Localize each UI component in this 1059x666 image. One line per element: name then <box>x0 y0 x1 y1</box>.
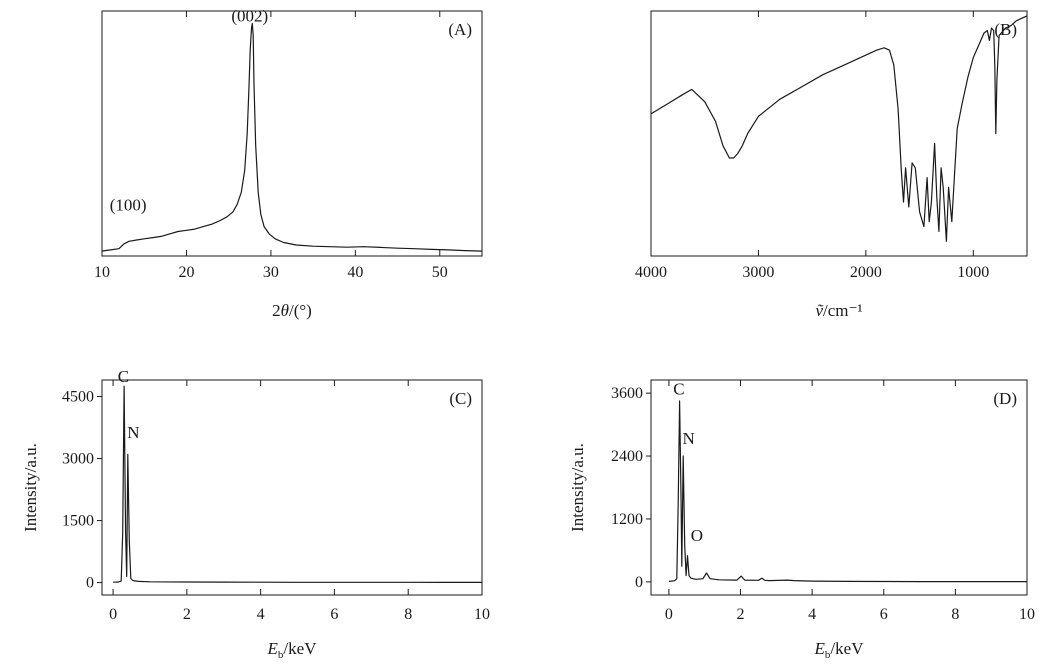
peak-annotation: (002) <box>231 7 268 26</box>
peak-annotation: N <box>127 423 139 442</box>
series-line <box>101 22 483 252</box>
chart-panel-b: 4000 3000 2000 1000 (B) ṽ/cm⁻¹ <box>635 10 1028 320</box>
x-tick-label: 4000 <box>635 264 667 281</box>
x-tick-label: 3000 <box>742 264 774 281</box>
plot-frame <box>650 10 1028 257</box>
x-tick-label: 10 <box>94 264 110 281</box>
x-tick-label: 20 <box>178 264 194 281</box>
y-axis-label: Intensity/a.u. <box>21 443 40 532</box>
y-tick-label: 1200 <box>611 511 643 528</box>
series-line <box>113 385 482 583</box>
x-tick-label: 30 <box>263 264 279 281</box>
x-tick-label: 8 <box>951 606 959 623</box>
series-line <box>650 15 1028 242</box>
chart-panel-a: 10 20 30 40 50 (A) (100) (002) 2θ/(°) <box>94 7 483 320</box>
x-axis-label: 2θ/(°) <box>272 301 312 320</box>
x-tick-label: 6 <box>330 606 338 623</box>
panel-label: (B) <box>994 20 1017 39</box>
x-tick-label: 10 <box>1019 606 1035 623</box>
x-tick-label: 2 <box>737 606 745 623</box>
plot-frame <box>650 379 1028 596</box>
x-tick-label: 0 <box>109 606 117 623</box>
y-tick-label: 3600 <box>611 385 643 402</box>
x-tick-label: 40 <box>347 264 363 281</box>
panel-label: (D) <box>993 389 1017 408</box>
peak-annotation: (100) <box>110 195 147 214</box>
x-axis-label: ṽ/cm⁻¹ <box>815 301 862 320</box>
x-tick-label: 4 <box>257 606 265 623</box>
x-tick-label: 10 <box>474 606 490 623</box>
y-tick-label: 1500 <box>62 513 94 530</box>
peak-annotation: O <box>691 526 703 545</box>
y-tick-label: 0 <box>86 575 94 592</box>
peak-annotation: C <box>673 379 684 398</box>
plot-frame <box>101 10 483 257</box>
peak-annotation: N <box>682 429 694 448</box>
chart-panel-d: 0 2 4 6 8 10 0 1200 2400 3600 (D) C N O Eb/keV Intensit… <box>568 379 1035 661</box>
x-axis-label: Eb/keV <box>814 639 865 661</box>
x-tick-label: 50 <box>432 264 448 281</box>
y-axis-label: Intensity/a.u. <box>568 443 587 532</box>
x-tick-label: 4 <box>808 606 816 623</box>
y-tick-label: 4500 <box>62 389 94 406</box>
plot-frame <box>101 379 483 596</box>
x-tick-label: 2000 <box>850 264 882 281</box>
chart-panel-c: 0 2 4 6 8 10 0 1500 3000 4500 (C) C N Eb/keV Intensity… <box>21 367 490 661</box>
series-line <box>668 400 1027 583</box>
peak-annotation: C <box>118 367 129 386</box>
x-tick-label: 2 <box>183 606 191 623</box>
x-tick-label: 1000 <box>957 264 989 281</box>
y-tick-label: 2400 <box>611 448 643 465</box>
x-tick-label: 8 <box>404 606 412 623</box>
x-axis-label: Eb/keV <box>267 639 318 661</box>
panel-label: (A) <box>448 20 472 39</box>
y-tick-label: 0 <box>635 574 643 591</box>
x-tick-label: 0 <box>665 606 673 623</box>
x-tick-label: 6 <box>880 606 888 623</box>
panel-label: (C) <box>449 389 472 408</box>
y-tick-label: 3000 <box>62 451 94 468</box>
